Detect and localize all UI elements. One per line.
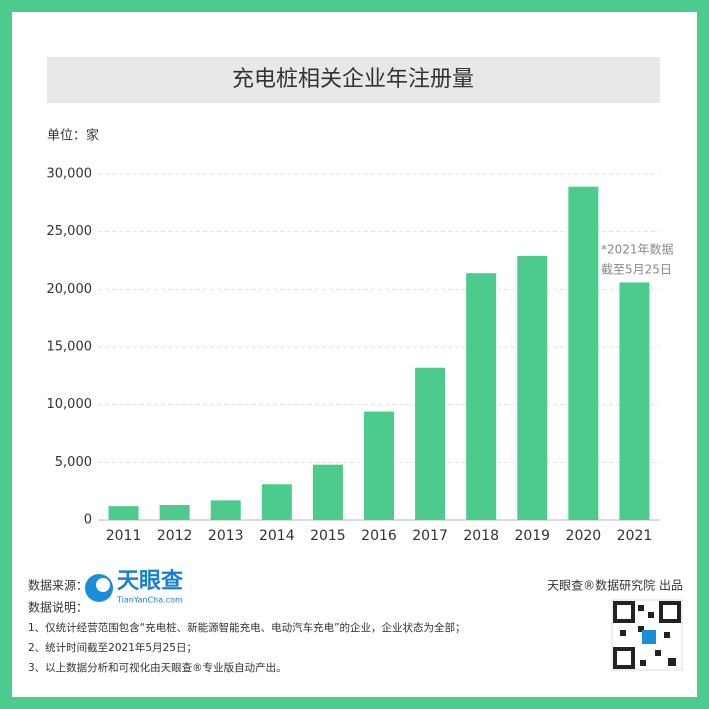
footer: 数据来源： 天眼查 TianYanCha.com 数据说明： 1、仅统计经营范围… xyxy=(28,569,683,674)
note: 1、仅统计经营范围包含“充电桩、新能源智能充电、电动汽车充电”的企业，企业状态为… xyxy=(28,621,466,634)
x-tick-label: 2017 xyxy=(412,528,448,544)
notes-label: 数据说明： xyxy=(28,600,88,615)
y-tick-label: 5,000 xyxy=(55,455,92,470)
bar xyxy=(364,411,394,520)
logo-icon xyxy=(96,578,110,592)
x-tick-label: 2014 xyxy=(259,528,295,544)
y-tick-label: 0 xyxy=(84,513,92,528)
bar xyxy=(568,186,599,521)
unit-label: 单位：家 xyxy=(47,128,99,144)
bar xyxy=(261,484,292,520)
bar xyxy=(210,500,241,520)
x-tick-label: 2016 xyxy=(361,528,397,544)
x-tick-label: 2021 xyxy=(617,528,653,544)
bar xyxy=(619,282,650,520)
bar xyxy=(415,367,446,520)
x-tick-label: 2013 xyxy=(208,528,244,544)
logo-sub: TianYanCha.com xyxy=(116,596,183,605)
bar xyxy=(159,505,190,520)
x-tick-label: 2019 xyxy=(514,528,550,544)
x-tick-label: 2012 xyxy=(157,528,193,544)
x-tick-label: 2020 xyxy=(566,528,602,544)
chart-title: 充电桩相关企业年注册量 xyxy=(232,67,474,92)
y-tick-label: 25,000 xyxy=(47,224,93,239)
title-banner xyxy=(47,57,660,103)
note: 3、以上数据分析和可视化由天眼查®专业版自动产出。 xyxy=(28,661,287,674)
bar xyxy=(466,273,497,520)
bar xyxy=(108,506,139,520)
credit: 天眼查®数据研究院 出品 xyxy=(547,578,683,593)
logo-text: 天眼查 xyxy=(117,569,183,594)
y-tick-label: 10,000 xyxy=(47,397,93,412)
x-tick-label: 2011 xyxy=(106,528,142,544)
x-tick-label: 2018 xyxy=(463,528,499,544)
bar xyxy=(312,464,343,520)
annotation: 截至5月25日 xyxy=(601,263,672,277)
x-tick-label: 2015 xyxy=(310,528,346,544)
qr-code xyxy=(611,599,683,671)
y-tick-label: 20,000 xyxy=(47,282,93,297)
y-tick-label: 15,000 xyxy=(47,340,93,355)
bar xyxy=(517,255,548,521)
y-tick-label: 30,000 xyxy=(47,167,93,182)
annotation: *2021年数据 xyxy=(601,242,674,257)
source-label: 数据来源： xyxy=(28,578,88,593)
note: 2、统计时间截至2021年5月25日； xyxy=(28,641,197,654)
